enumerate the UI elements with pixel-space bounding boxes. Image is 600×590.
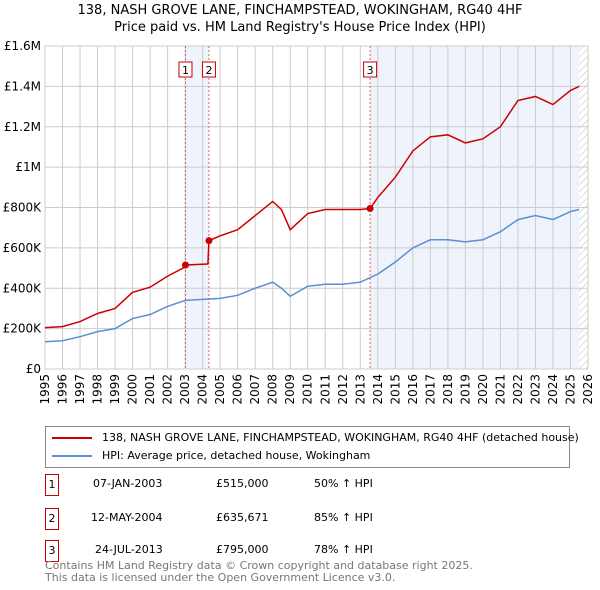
x-tick-label: 1996 — [56, 374, 70, 405]
x-tick-label: 2011 — [318, 374, 332, 405]
chart-title: 138, NASH GROVE LANE, FINCHAMPSTEAD, WOK… — [77, 3, 523, 18]
x-tick-label: 2026 — [581, 374, 595, 405]
sale-hpi: 78% ↑ HPI — [314, 543, 373, 556]
x-tick-label: 2009 — [283, 374, 297, 405]
y-tick-label: £800K — [3, 201, 43, 215]
x-tick-label: 2012 — [336, 374, 350, 405]
x-tick-label: 2002 — [161, 374, 175, 405]
y-tick-label: £1M — [15, 160, 41, 174]
copyright-text: Contains HM Land Registry data © Crown c… — [45, 559, 473, 572]
y-tick-label: £1.4M — [4, 79, 41, 93]
legend-label: HPI: Average price, detached house, Woki… — [102, 449, 371, 462]
x-tick-label: 2010 — [301, 374, 315, 405]
red-line-icon — [52, 437, 92, 439]
series-line — [44, 85, 580, 329]
sale-hpi: 85% ↑ HPI — [314, 511, 373, 524]
x-tick-label: 1997 — [73, 374, 87, 405]
x-tick-label: 2020 — [476, 374, 490, 405]
sale-price: £795,000 — [216, 543, 269, 556]
sale-date: 12-MAY-2004 — [91, 511, 163, 524]
x-tick-label: 2022 — [511, 374, 525, 405]
x-tick-label: 2018 — [441, 374, 455, 405]
sale-point — [205, 237, 213, 245]
x-tick-label: 2023 — [528, 374, 542, 405]
y-tick-label: £1.2M — [4, 120, 41, 134]
sale-badge: 2 — [45, 508, 59, 530]
chart-subtitle: Price paid vs. HM Land Registry's House … — [114, 20, 486, 35]
sale-badge: 1 — [45, 474, 59, 496]
x-tick-label: 2007 — [248, 374, 262, 405]
sale-point — [181, 261, 189, 269]
sale-price: £635,671 — [216, 511, 269, 524]
x-tick-label: 2019 — [458, 374, 472, 405]
sale-price: £515,000 — [216, 477, 269, 490]
sale-label: 2 — [205, 64, 212, 77]
x-tick-label: 2008 — [266, 374, 280, 405]
sale-date: 07-JAN-2003 — [93, 477, 163, 490]
legend-item-hpi: HPI: Average price, detached house, Woki… — [52, 449, 370, 463]
y-tick-label: £200K — [3, 322, 43, 336]
sale-label-box — [363, 61, 378, 78]
y-tick-label: £0 — [26, 362, 41, 376]
x-tick-label: 2025 — [563, 374, 577, 405]
x-tick-label: 2006 — [231, 374, 245, 405]
plot-frame — [44, 45, 589, 370]
sale-label: 3 — [367, 64, 374, 77]
licence-text: This data is licensed under the Open Gov… — [45, 571, 396, 584]
x-tick-label: 2004 — [196, 374, 210, 405]
x-tick-label: 2014 — [371, 374, 385, 405]
x-tick-label: 2000 — [126, 374, 140, 405]
blue-line-icon — [52, 455, 92, 457]
sale-point — [366, 205, 374, 213]
price-chart: 1995 1996 1997 1998 1999 2000 2001 2002 2003 2004… — [3, 39, 595, 405]
sale-label: 1 — [182, 64, 189, 77]
x-tick-label: 2015 — [388, 374, 402, 405]
x-tick-label: 2024 — [546, 374, 560, 405]
x-tick-label: 2021 — [493, 374, 507, 405]
footer: Contains HM Land Registry data © Crown c… — [45, 560, 473, 584]
y-tick-label: £600K — [3, 241, 43, 255]
sale-badge: 3 — [45, 540, 59, 562]
legend-label: 138, NASH GROVE LANE, FINCHAMPSTEAD, WOK… — [102, 431, 579, 444]
sale-label-box — [201, 61, 216, 78]
y-tick-label: £1.6M — [4, 39, 41, 53]
x-tick-label: 1995 — [38, 374, 52, 405]
y-tick-label: £400K — [3, 281, 43, 295]
x-tick-label: 2017 — [423, 374, 437, 405]
legend-item-property: 138, NASH GROVE LANE, FINCHAMPSTEAD, WOK… — [52, 431, 579, 445]
sale-hpi: 50% ↑ HPI — [314, 477, 373, 490]
series-line — [44, 208, 580, 343]
x-tick-label: 2016 — [406, 374, 420, 405]
legend: 138, NASH GROVE LANE, FINCHAMPSTEAD, WOK… — [45, 426, 579, 468]
sale-label-box — [178, 61, 193, 78]
x-tick-label: 1999 — [108, 374, 122, 405]
x-tick-label: 2003 — [178, 374, 192, 405]
x-tick-label: 1998 — [91, 374, 105, 405]
sale-date: 24-JUL-2013 — [95, 543, 163, 556]
x-tick-label: 2013 — [353, 374, 367, 405]
x-tick-label: 2001 — [143, 374, 157, 405]
x-tick-label: 2005 — [213, 374, 227, 405]
